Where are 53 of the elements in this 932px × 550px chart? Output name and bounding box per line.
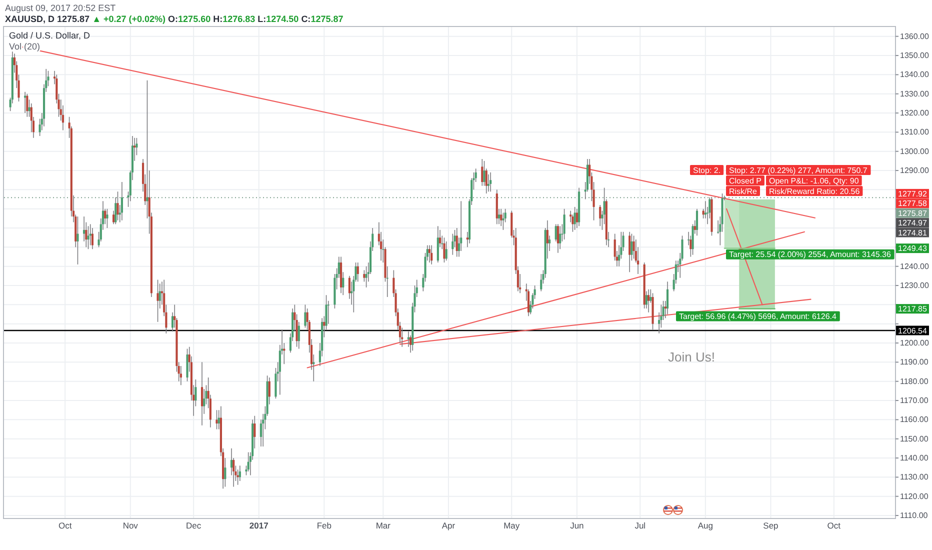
- y-tick-label: 1340.00: [900, 70, 930, 80]
- annotation: Join Us!: [668, 350, 715, 364]
- x-tick-label: Jun: [570, 520, 584, 530]
- y-tick-label: 1290.00: [900, 166, 930, 176]
- y-tick-label: 1140.00: [900, 454, 929, 463]
- x-tick-label: Nov: [122, 520, 139, 530]
- annotation: Target: 25.54 (2.00%) 2554, Amount: 3145.36: [729, 250, 892, 260]
- x-tick-label: Mar: [376, 520, 391, 530]
- annotation: Risk/Re: [729, 186, 758, 196]
- y-tick-label: 1120.00: [900, 492, 929, 501]
- annotation: Stop: 2.: [693, 166, 721, 175]
- x-tick-label: Sep: [763, 520, 779, 530]
- y-tick-label: 1310.00: [900, 128, 930, 137]
- text: 1217.85: [898, 304, 928, 314]
- y-tick-label: 1110.00: [900, 511, 928, 520]
- x-tick-label: Aug: [698, 520, 714, 530]
- text: Gold / U.S. Dollar, D: [9, 30, 91, 40]
- y-tick-label: 1170.00: [900, 396, 929, 406]
- annotation: Closed P: [729, 176, 762, 186]
- y-tick-label: 1330.00: [900, 89, 930, 98]
- text: 1274.81: [898, 228, 928, 238]
- y-tick-label: 1150.00: [900, 434, 929, 444]
- annotation: Open P&L: -1.06, Qty: 90: [769, 176, 860, 186]
- text: 1277.58: [898, 199, 928, 208]
- y-tick-label: 1230.00: [900, 281, 930, 290]
- y-tick-label: 1360.00: [900, 32, 930, 41]
- text: 1277.92: [898, 190, 928, 198]
- text: 1274.97: [898, 218, 928, 228]
- ref-line-label: 1206.54: [898, 326, 928, 336]
- annotation: Stop: 2.77 (0.22%) 277, Amount: 750.7: [729, 166, 868, 175]
- y-tick-label: 1300.00: [900, 146, 930, 156]
- y-tick-label: 1240.00: [900, 262, 930, 271]
- ref-line-label: 1275.87: [898, 208, 928, 218]
- x-tick-label: Apr: [442, 520, 456, 530]
- text: 1249.43: [898, 244, 928, 254]
- y-tick-label: 1350.00: [900, 51, 930, 60]
- y-tick-label: 1200.00: [900, 338, 930, 348]
- y-tick-label: 1320.00: [900, 108, 930, 118]
- y-tick-label: 1130.00: [900, 472, 929, 482]
- annotation: Risk/Reward Ratio: 20.56: [769, 186, 860, 196]
- x-tick-label: 2017: [249, 520, 269, 530]
- x-tick-label: Oct: [827, 520, 842, 530]
- x-tick-label: Oct: [58, 520, 72, 530]
- text: August 09, 2017 20:52 EST: [5, 3, 116, 13]
- text: XAUUSD, D 1275.87 ▲ +0.27 (+0.02%) O:1275.60 H:1276.83 L:1274.50 C:1275.87: [5, 14, 344, 24]
- x-tick-label: Jul: [634, 520, 646, 530]
- y-tick-label: 1160.00: [900, 415, 929, 424]
- y-tick-label: 1190.00: [900, 358, 929, 367]
- y-tick-label: 1180.00: [900, 376, 929, 386]
- x-tick-label: Feb: [316, 520, 332, 530]
- x-tick-label: Dec: [186, 520, 202, 530]
- annotation: Target: 56.96 (4.47%) 5696, Amount: 6126.4: [679, 312, 837, 321]
- x-tick-label: May: [504, 520, 520, 530]
